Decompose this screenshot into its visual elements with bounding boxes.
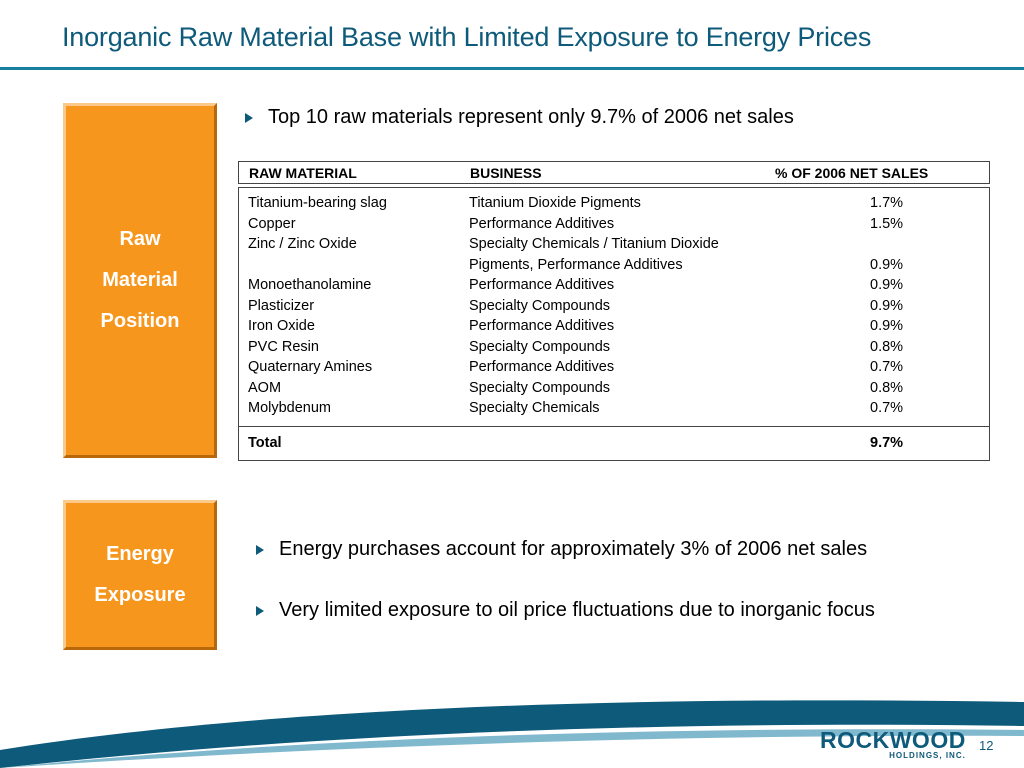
table-row: Zinc / Zinc Oxide Specialty Chemicals / T… [239,236,989,257]
table-row: AOM Specialty Compounds 0.8% [239,380,989,401]
net-sales-cell: 1.5% [870,215,904,232]
energy-box-line-1: Energy [106,543,174,565]
raw-material-cell: Iron Oxide [248,318,315,334]
bullet-triangle-icon [256,605,264,616]
bullet-text: Energy purchases account for approximate… [279,538,868,560]
table-row: Pigments, Performance Additives 0.9% [239,257,989,278]
title-divider [0,67,1024,70]
net-sales-cell: 0.9% [870,297,904,314]
bullet-energy-purchases: Energy purchases account for approximate… [256,538,867,561]
business-cell: Performance Additives [469,215,615,232]
total-label: Total [248,435,282,451]
footer-wave-graphic [0,700,1024,768]
net-sales-cell: 0.9% [870,256,904,273]
raw-material-cell: AOM [248,379,282,396]
business-cell: Specialty Chemicals [469,400,600,416]
header-business: BUSINESS [470,165,542,181]
bullet-text: Top 10 raw materials represent only 9.7%… [268,106,794,128]
logo-wordmark: ROCKWOOD [820,727,966,753]
slide-title: Inorganic Raw Material Base with Limited… [62,22,872,52]
table-row: Plasticizer Specialty Compounds 0.9% [239,298,989,319]
bullet-triangle-icon [256,544,264,555]
raw-box-line-2: Material [102,269,178,291]
table-row: Copper Performance Additives 1.5% [239,216,989,237]
table-row: Iron Oxide Performance Additives 0.9% [239,318,989,339]
bullet-oil-exposure: Very limited exposure to oil price fluct… [256,599,875,622]
business-cell: Performance Additives [469,277,615,293]
table-row: Quaternary Amines Performance Additives 0.… [239,359,989,380]
net-sales-cell: 0.8% [870,338,904,355]
raw-material-cell: Monoethanolamine [248,277,372,293]
total-divider [239,426,989,427]
raw-material-cell: PVC Resin [248,338,319,355]
raw-material-cell: Plasticizer [248,297,315,314]
raw-box-line-1: Raw [119,228,161,250]
bullet-text: Very limited exposure to oil price fluct… [279,599,875,621]
page-number: 12 [979,738,994,753]
net-sales-cell: 0.7% [870,359,904,375]
raw-material-cell: Molybdenum [248,400,332,416]
net-sales-cell: 0.7% [870,400,904,416]
total-value: 9.7% [870,435,904,451]
raw-material-cell: Titanium-bearing slag [248,195,387,211]
net-sales-cell: 0.9% [870,318,904,334]
raw-material-cell: Zinc / Zinc Oxide [248,236,357,252]
header-net-sales: % OF 2006 NET SALES [775,165,929,181]
header-raw-material: RAW MATERIAL [249,165,357,181]
raw-material-table: Titanium-bearing slag Titanium Dioxide Pi… [238,187,990,461]
business-cell: Specialty Chemicals / Titanium Dioxide [469,236,719,252]
table-row: PVC Resin Specialty Compounds 0.8% [239,339,989,360]
raw-material-position-box: Raw Material Position [63,103,217,458]
raw-box-line-3: Position [100,310,180,332]
net-sales-cell: 0.8% [870,379,904,396]
business-cell: Performance Additives [469,359,615,375]
table-row: Monoethanolamine Performance Additives 0.9… [239,277,989,298]
table-row: Titanium-bearing slag Titanium Dioxide Pi… [239,195,989,216]
business-cell: Performance Additives [469,318,615,334]
business-cell: Specialty Compounds [469,297,611,314]
net-sales-cell: 1.7% [870,195,904,211]
energy-exposure-box: Energy Exposure [63,500,217,650]
business-cell: Titanium Dioxide Pigments [469,195,641,211]
raw-material-cell: Quaternary Amines [248,359,373,375]
business-cell: Specialty Compounds [469,338,611,355]
table-row: Molybdenum Specialty Chemicals 0.7% [239,400,989,421]
net-sales-cell: 0.9% [870,277,904,293]
business-cell: Pigments, Performance Additives [469,256,683,273]
bullet-triangle-icon [245,112,253,123]
table-header: RAW MATERIAL BUSINESS % OF 2006 NET SALE… [238,161,990,184]
bullet-top-raw-materials: Top 10 raw materials represent only 9.7%… [245,106,794,129]
rockwood-logo: ROCKWOOD HOLDINGS, INC. [820,728,966,760]
business-cell: Specialty Compounds [469,379,611,396]
energy-box-line-2: Exposure [94,584,186,606]
raw-material-cell: Copper [248,215,296,232]
logo-subtitle: HOLDINGS, INC. [889,751,966,760]
